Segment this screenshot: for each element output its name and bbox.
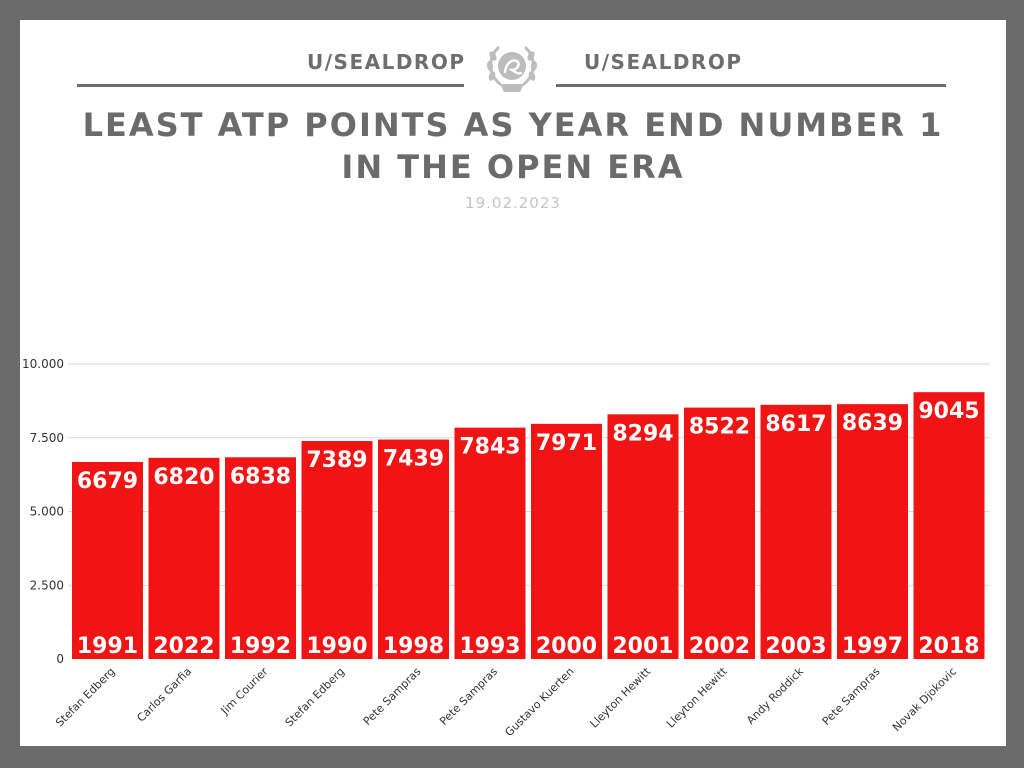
bar bbox=[607, 414, 679, 659]
bar-year-label: 1993 bbox=[459, 634, 520, 659]
bar-year-label: 1998 bbox=[383, 634, 444, 659]
bar-value-label: 8639 bbox=[842, 411, 903, 436]
bar-year-label: 2002 bbox=[689, 634, 750, 659]
bar-value-label: 6838 bbox=[230, 464, 291, 489]
x-category-label: Lleyton Hewitt bbox=[588, 664, 654, 730]
title-line-1: LEAST ATP POINTS AS YEAR END NUMBER 1 bbox=[82, 106, 944, 144]
bar bbox=[301, 441, 373, 659]
bar-year-label: 1997 bbox=[842, 634, 903, 659]
bar-year-label: 2003 bbox=[765, 634, 826, 659]
bar-year-label: 2000 bbox=[536, 634, 597, 659]
brand-left: U/SEALDROP bbox=[307, 50, 466, 74]
y-tick-label: 7.500 bbox=[30, 431, 64, 445]
chart-title: LEAST ATP POINTS AS YEAR END NUMBER 1 IN… bbox=[20, 104, 1006, 188]
bar-year-label: 1990 bbox=[306, 634, 367, 659]
bar bbox=[684, 407, 755, 659]
bar-value-label: 7389 bbox=[306, 448, 367, 473]
bar bbox=[531, 423, 602, 659]
x-category-label: Gustavo Kuerten bbox=[502, 665, 576, 739]
brand-right: U/SEALDROP bbox=[584, 50, 743, 74]
bar-value-label: 7439 bbox=[383, 447, 444, 472]
x-category-label: Andy Roddick bbox=[744, 664, 807, 727]
x-category-label: Stefan Edberg bbox=[53, 665, 117, 729]
seal-laurel-icon bbox=[486, 46, 538, 92]
bar-value-label: 6820 bbox=[153, 465, 214, 490]
bar bbox=[454, 427, 526, 659]
bar-value-label: 8522 bbox=[689, 415, 750, 440]
bar-value-label: 9045 bbox=[918, 399, 979, 424]
date-label: 19.02.2023 bbox=[465, 194, 561, 212]
x-category-label: Novak Djokovic bbox=[890, 665, 959, 734]
bar-value-label: 8294 bbox=[612, 421, 673, 446]
bar bbox=[225, 457, 296, 659]
bar-value-label: 6679 bbox=[77, 469, 138, 494]
divider-left bbox=[77, 84, 464, 87]
x-category-label: Jim Courier bbox=[218, 665, 271, 718]
bar-year-label: 1991 bbox=[77, 634, 138, 659]
x-category-label: Pete Sampras bbox=[820, 665, 883, 728]
bar-year-label: 2022 bbox=[153, 634, 214, 659]
title-line-2: IN THE OPEN ERA bbox=[341, 148, 685, 186]
divider-right bbox=[556, 84, 946, 87]
bar-year-label: 2001 bbox=[612, 634, 673, 659]
bar bbox=[378, 439, 449, 659]
y-tick-label: 0 bbox=[56, 652, 64, 666]
x-category-label: Pete Sampras bbox=[437, 665, 500, 728]
x-category-label: Carlos Garfia bbox=[134, 665, 194, 725]
bar bbox=[760, 404, 832, 659]
bar bbox=[837, 404, 908, 659]
bar bbox=[72, 461, 143, 659]
y-tick-label: 5.000 bbox=[30, 505, 64, 519]
bar bbox=[148, 457, 220, 659]
x-category-label: Pete Sampras bbox=[361, 665, 424, 728]
x-category-label: Lleyton Hewitt bbox=[664, 664, 730, 730]
bar bbox=[913, 392, 985, 659]
bar-value-label: 8617 bbox=[765, 412, 826, 437]
bar-value-label: 7843 bbox=[459, 435, 520, 460]
bar-value-label: 7971 bbox=[536, 431, 597, 456]
y-tick-label: 2.500 bbox=[30, 578, 64, 592]
y-tick-label: 10.000 bbox=[22, 357, 64, 371]
x-category-label: Stefan Edberg bbox=[283, 665, 347, 729]
bar-year-label: 2018 bbox=[918, 634, 979, 659]
bar-year-label: 1992 bbox=[230, 634, 291, 659]
